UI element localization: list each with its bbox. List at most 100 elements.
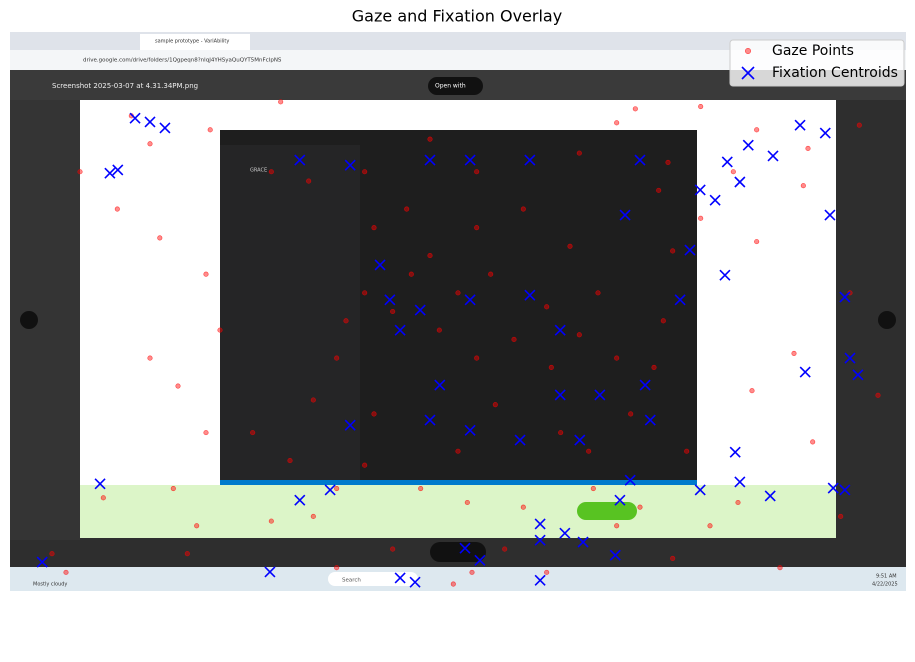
gaze-point (684, 448, 690, 454)
gaze-point (306, 178, 312, 184)
marker-stroke (414, 304, 426, 316)
fixation-marker (474, 554, 486, 566)
fixation-marker (534, 574, 546, 586)
marker-stroke (764, 490, 776, 502)
weather: Mostly cloudy (33, 582, 67, 588)
gaze-point (334, 355, 340, 361)
gaze-point (632, 106, 638, 112)
fixation-marker (414, 304, 426, 316)
fixation-marker (619, 209, 631, 221)
gaze-point (63, 569, 69, 575)
fixation-marker (524, 154, 536, 166)
marker-stroke (534, 574, 546, 586)
fixation-marker (639, 379, 651, 391)
marker-stroke (524, 289, 536, 301)
fixation-marker (424, 154, 436, 166)
gaze-point (268, 169, 274, 175)
marker-stroke (434, 379, 446, 391)
gaze-point (390, 308, 396, 315)
marker-stroke (554, 324, 566, 336)
fixation-marker (794, 119, 806, 131)
marker-stroke (824, 209, 836, 221)
fixation-marker (719, 269, 731, 281)
marker-stroke (767, 150, 779, 162)
marker-stroke (94, 478, 106, 490)
gaze-point (175, 383, 181, 389)
fixation-marker (609, 549, 621, 561)
gaze-point (203, 430, 209, 436)
marker-stroke (694, 184, 706, 196)
marker-stroke (577, 536, 589, 548)
fixation-marker (734, 176, 746, 188)
fixation-marker (129, 112, 141, 124)
gaze-point (707, 523, 713, 529)
legend-box (729, 39, 905, 87)
marker-stroke (634, 154, 646, 166)
marker-stroke (734, 476, 746, 488)
fixation-marker (344, 419, 356, 431)
taskbar (10, 567, 906, 591)
fixation-marker (144, 116, 156, 128)
marker-stroke (839, 484, 851, 496)
gaze-point (268, 518, 274, 524)
gaze-point (744, 47, 751, 54)
marker-stroke (574, 434, 586, 446)
gaze-point (614, 120, 620, 126)
clock-time: 9:51 AM (876, 574, 897, 580)
gaze-point (147, 141, 153, 147)
legend: Gaze Points Fixation Centroids (729, 39, 905, 87)
fixation-marker (852, 369, 864, 381)
gaze-point (184, 551, 190, 557)
search-label: Search (342, 578, 361, 584)
fixation-marker (434, 379, 446, 391)
gaze-point (698, 103, 704, 110)
gaze-point (157, 235, 163, 241)
gaze-point (203, 271, 209, 277)
marker-stroke (594, 389, 606, 401)
marker-stroke (729, 446, 741, 458)
fixation-marker (721, 156, 733, 168)
marker-stroke (344, 159, 356, 171)
marker-stroke (374, 259, 386, 271)
gaze-point (371, 225, 377, 231)
tab-title: sample prototype - VariAbility (155, 39, 229, 45)
gaze-point (170, 485, 176, 492)
fixation-marker (36, 556, 48, 568)
clock-date: 4/22/2025 (872, 582, 898, 588)
marker-stroke (464, 294, 476, 306)
gaze-point (567, 243, 573, 249)
marker-stroke (609, 549, 621, 561)
gaze-point (427, 253, 433, 259)
fixation-marker (594, 389, 606, 401)
gaze-point (404, 206, 410, 212)
gaze-point (576, 150, 582, 156)
marker-stroke (459, 542, 471, 554)
fixation-marker (694, 484, 706, 496)
chart-title: Gaze and Fixation Overlay (352, 7, 562, 26)
gaze-point (800, 183, 806, 189)
fixation-marker (741, 66, 755, 80)
gaze-point (520, 504, 526, 510)
gaze-point (558, 430, 564, 436)
marker-stroke (734, 176, 746, 188)
gaze-point (548, 364, 554, 370)
fixation-marker (799, 366, 811, 378)
file-name: Screenshot 2025-03-07 at 4.31.34PM.png (52, 82, 198, 90)
fixation-marker (709, 194, 721, 206)
gaze-point (334, 565, 340, 571)
fixation-marker (624, 474, 636, 486)
marker-stroke (614, 494, 626, 506)
fixation-marker (827, 482, 839, 494)
gaze-point (390, 546, 396, 552)
gaze-point (590, 485, 596, 492)
marker-stroke (474, 554, 486, 566)
gaze-point (362, 462, 368, 468)
gaze-point (100, 495, 106, 501)
marker-stroke (394, 324, 406, 336)
marker-stroke (464, 424, 476, 436)
fixation-marker (764, 490, 776, 502)
fixation-marker (524, 289, 536, 301)
fixation-marker (819, 127, 831, 139)
gaze-point (754, 127, 760, 133)
gaze-point (474, 169, 480, 175)
